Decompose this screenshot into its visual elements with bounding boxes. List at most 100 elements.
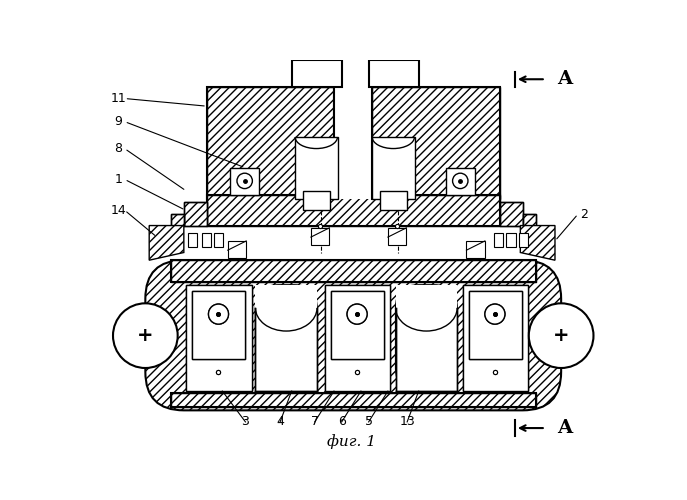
Bar [372,87,499,198]
Bar [184,202,207,226]
Bar [192,291,245,359]
FancyBboxPatch shape [256,285,317,391]
Text: 7: 7 [311,416,319,428]
Bar [372,87,499,198]
Bar [230,168,259,194]
Circle shape [453,173,468,188]
Bar [466,241,485,258]
Text: 2: 2 [581,208,588,220]
Circle shape [237,173,252,188]
Bar [331,291,384,359]
Bar [207,87,334,198]
Text: 5: 5 [365,416,372,428]
Circle shape [208,304,229,324]
Bar [499,202,523,226]
Bar [523,214,536,226]
Bar [372,87,499,198]
Bar [207,194,499,226]
Text: 3: 3 [242,416,249,428]
Bar [499,202,523,226]
Bar [462,285,528,391]
Bar [186,285,251,391]
Text: +: + [553,326,570,345]
Text: 8: 8 [115,142,122,155]
Bar [523,214,536,226]
Bar [207,87,334,198]
Polygon shape [520,226,555,260]
Bar [192,291,245,359]
Text: 4: 4 [276,416,284,428]
Bar [214,233,223,247]
Bar [188,233,197,247]
Circle shape [347,304,367,324]
Circle shape [485,304,505,324]
Text: 1: 1 [115,173,122,186]
Bar [186,285,251,391]
Circle shape [113,304,178,368]
Bar [171,214,184,226]
Bar [256,324,317,391]
Bar [494,233,504,247]
Bar [184,202,207,226]
Bar [184,202,207,226]
Bar [380,191,407,210]
Circle shape [208,304,229,324]
Bar [506,233,516,247]
Text: 13: 13 [399,416,415,428]
Bar [207,194,499,226]
Bar [207,87,334,198]
Bar [469,291,522,359]
Bar [396,286,456,391]
Bar [334,87,372,198]
Bar [207,194,499,226]
Circle shape [529,304,594,368]
Bar [311,228,329,245]
Text: +: + [137,326,154,345]
Bar [201,233,211,247]
Text: 14: 14 [111,204,126,216]
Bar [256,286,316,391]
Bar [174,285,532,391]
Text: фиг. 1: фиг. 1 [327,434,376,448]
Bar [396,324,457,391]
Bar [519,233,528,247]
Bar [171,392,536,406]
Bar [325,285,390,391]
Polygon shape [149,226,184,260]
Bar [174,285,532,391]
Text: A: A [557,419,572,437]
FancyBboxPatch shape [396,285,457,391]
Bar [463,286,527,391]
Bar [171,214,184,226]
Text: 9: 9 [115,115,122,128]
Bar [171,260,536,282]
Bar [325,285,390,391]
Bar [388,228,407,245]
Bar [396,285,457,391]
Bar [227,241,246,258]
Bar [369,60,418,87]
Text: A: A [557,70,572,88]
Bar [499,202,523,226]
Bar [446,168,475,194]
Bar [171,260,536,282]
Bar [469,291,522,359]
Bar [295,137,338,198]
Bar [171,260,536,282]
Bar [303,191,330,210]
Text: 6: 6 [338,416,346,428]
Text: 11: 11 [111,92,126,105]
Bar [292,60,341,87]
FancyBboxPatch shape [146,260,561,410]
Bar [331,291,384,359]
Bar [462,285,528,391]
Bar [523,214,536,226]
Bar [171,214,184,226]
Bar [171,392,536,406]
Circle shape [347,304,367,324]
Bar [326,286,390,391]
Bar [256,285,317,391]
Circle shape [485,304,505,324]
Bar [171,392,536,406]
Bar [187,286,251,391]
